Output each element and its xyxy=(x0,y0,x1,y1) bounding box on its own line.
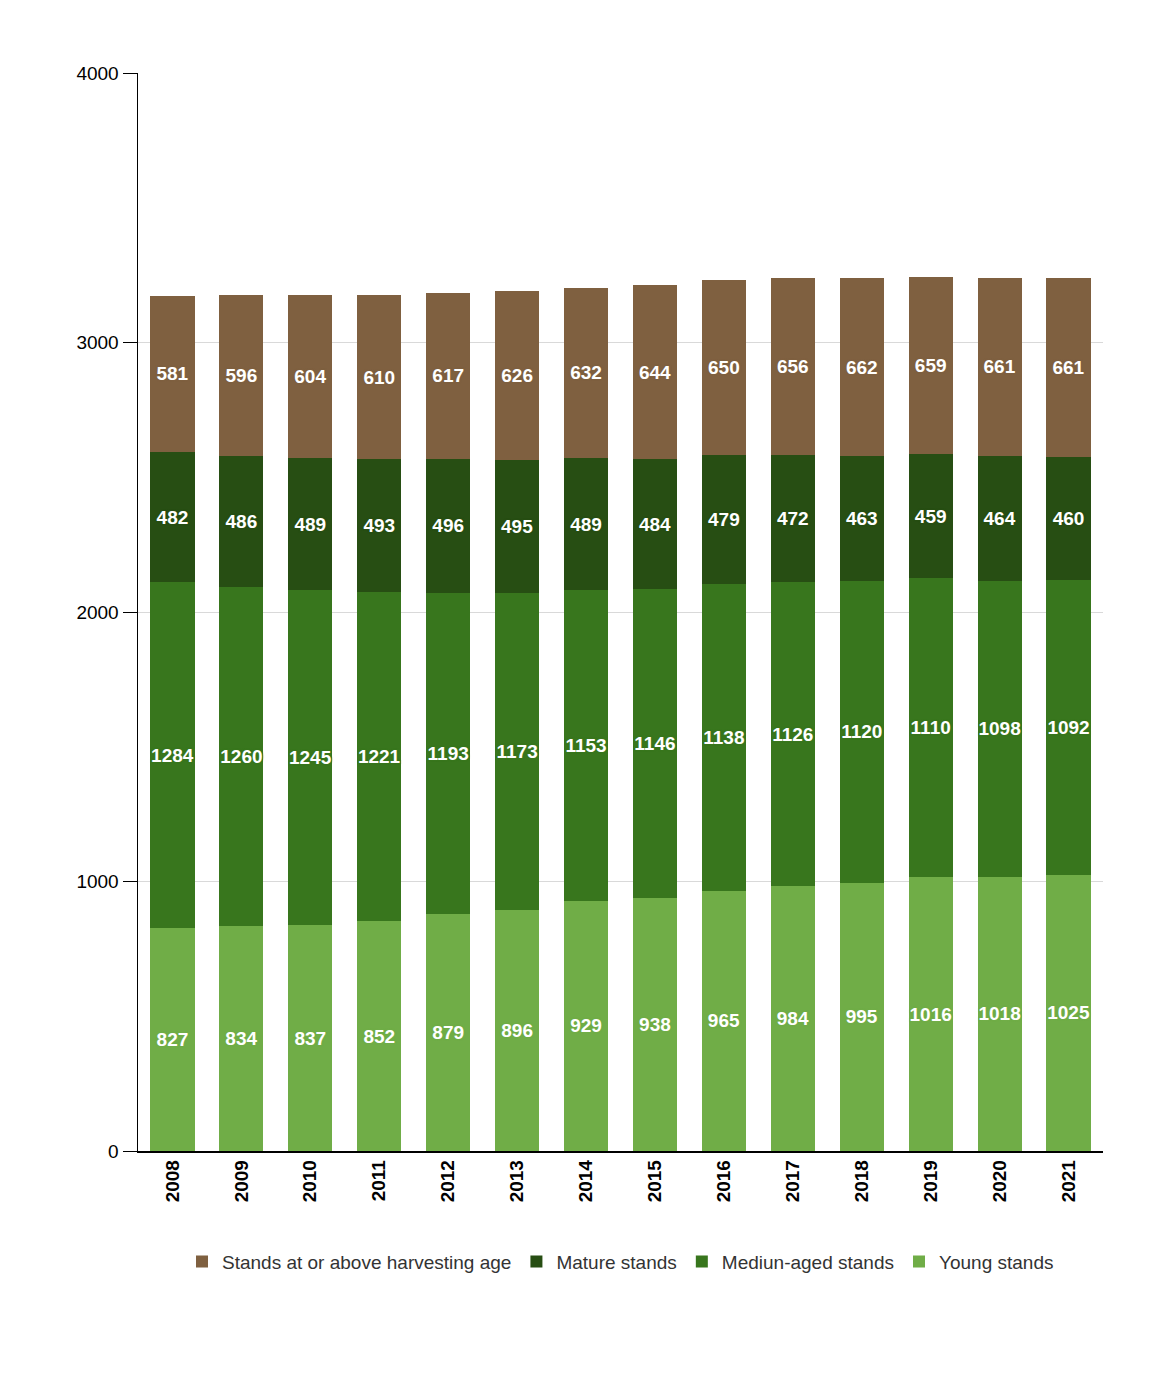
svg-text:1025: 1025 xyxy=(1047,1002,1090,1023)
svg-text:879: 879 xyxy=(432,1022,464,1043)
svg-text:852: 852 xyxy=(363,1026,395,1047)
svg-text:834: 834 xyxy=(225,1028,257,1049)
svg-text:650: 650 xyxy=(708,357,740,378)
svg-text:929: 929 xyxy=(570,1015,602,1036)
svg-text:489: 489 xyxy=(570,514,602,535)
svg-text:626: 626 xyxy=(501,365,533,386)
svg-text:1018: 1018 xyxy=(978,1003,1020,1024)
svg-text:1260: 1260 xyxy=(220,746,262,767)
svg-text:1146: 1146 xyxy=(634,733,675,754)
svg-text:Stands at or above harvesting: Stands at or above harvesting age xyxy=(222,1252,511,1273)
svg-text:493: 493 xyxy=(363,515,395,536)
svg-text:827: 827 xyxy=(157,1029,189,1050)
svg-text:460: 460 xyxy=(1053,508,1085,529)
svg-text:610: 610 xyxy=(363,367,395,388)
svg-text:1193: 1193 xyxy=(428,743,469,764)
svg-text:464: 464 xyxy=(984,508,1016,529)
svg-text:1221: 1221 xyxy=(358,746,401,767)
svg-text:837: 837 xyxy=(294,1028,326,1049)
svg-text:644: 644 xyxy=(639,362,671,383)
svg-text:995: 995 xyxy=(846,1006,878,1027)
svg-text:1153: 1153 xyxy=(565,735,606,756)
svg-text:661: 661 xyxy=(1052,357,1084,378)
svg-text:459: 459 xyxy=(915,506,947,527)
svg-text:2021: 2021 xyxy=(1058,1160,1079,1203)
svg-text:2012: 2012 xyxy=(437,1160,458,1202)
svg-text:2017: 2017 xyxy=(782,1160,803,1202)
svg-text:596: 596 xyxy=(226,365,258,386)
svg-text:2013: 2013 xyxy=(506,1160,527,1202)
svg-text:2018: 2018 xyxy=(851,1160,872,1202)
svg-text:581: 581 xyxy=(156,363,188,384)
svg-text:2010: 2010 xyxy=(299,1160,320,1202)
svg-text:2014: 2014 xyxy=(575,1160,596,1203)
svg-text:2019: 2019 xyxy=(920,1160,941,1202)
svg-text:656: 656 xyxy=(777,356,809,377)
svg-text:1138: 1138 xyxy=(703,727,744,748)
svg-text:896: 896 xyxy=(501,1020,533,1041)
svg-text:1173: 1173 xyxy=(496,741,537,762)
svg-text:604: 604 xyxy=(294,366,326,387)
svg-text:938: 938 xyxy=(639,1014,671,1035)
svg-text:2011: 2011 xyxy=(368,1160,389,1202)
svg-text:1120: 1120 xyxy=(841,721,882,742)
svg-text:659: 659 xyxy=(915,355,947,376)
svg-text:489: 489 xyxy=(294,514,326,535)
svg-text:1284: 1284 xyxy=(151,745,194,766)
svg-text:496: 496 xyxy=(432,515,464,536)
svg-text:479: 479 xyxy=(708,509,740,530)
svg-text:2000: 2000 xyxy=(76,602,118,623)
svg-text:484: 484 xyxy=(639,514,671,535)
svg-text:617: 617 xyxy=(432,365,464,386)
svg-text:965: 965 xyxy=(708,1010,740,1031)
svg-text:1098: 1098 xyxy=(978,718,1020,739)
svg-text:632: 632 xyxy=(570,362,602,383)
svg-text:984: 984 xyxy=(777,1008,809,1029)
svg-text:Mediun-aged stands: Mediun-aged stands xyxy=(722,1252,894,1273)
svg-text:Young stands: Young stands xyxy=(939,1252,1053,1273)
svg-text:2015: 2015 xyxy=(644,1160,665,1203)
svg-text:2009: 2009 xyxy=(231,1160,252,1202)
svg-text:4000: 4000 xyxy=(76,63,118,84)
svg-text:661: 661 xyxy=(984,356,1016,377)
svg-text:1245: 1245 xyxy=(289,747,332,768)
svg-text:2008: 2008 xyxy=(162,1160,183,1202)
svg-text:463: 463 xyxy=(846,508,878,529)
svg-text:482: 482 xyxy=(157,507,189,528)
svg-text:2020: 2020 xyxy=(989,1160,1010,1202)
svg-text:1092: 1092 xyxy=(1047,717,1089,738)
svg-text:1126: 1126 xyxy=(772,724,813,745)
svg-text:1000: 1000 xyxy=(76,871,118,892)
svg-text:1016: 1016 xyxy=(910,1004,952,1025)
svg-text:662: 662 xyxy=(846,357,878,378)
svg-text:0: 0 xyxy=(108,1141,119,1162)
svg-text:1110: 1110 xyxy=(911,717,951,738)
svg-text:3000: 3000 xyxy=(76,332,118,353)
svg-text:Mature stands: Mature stands xyxy=(556,1252,676,1273)
svg-text:495: 495 xyxy=(501,516,533,537)
svg-text:2016: 2016 xyxy=(713,1160,734,1202)
svg-text:472: 472 xyxy=(777,508,809,529)
svg-text:486: 486 xyxy=(226,511,258,532)
